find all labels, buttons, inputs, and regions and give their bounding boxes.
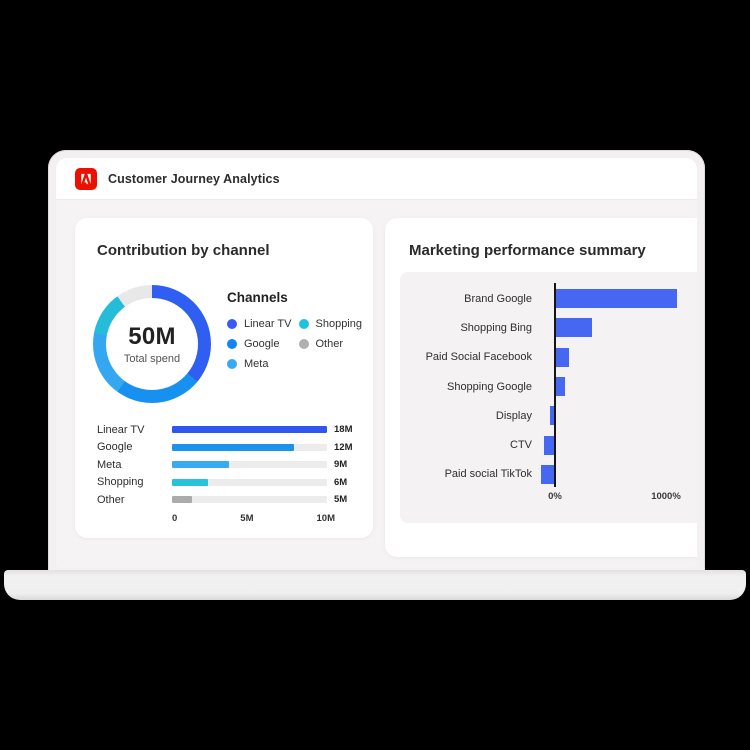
performance-row-label: Paid social TikTok xyxy=(444,468,532,481)
channel-bar-fill xyxy=(172,496,193,504)
axis-tick-max: 1000% xyxy=(651,491,681,502)
performance-card: Marketing performance summary Brand Goog… xyxy=(385,218,697,557)
performance-row-label: Display xyxy=(495,409,532,422)
performance-bar xyxy=(555,377,565,397)
performance-bar xyxy=(543,435,555,455)
channel-bar-label: Other xyxy=(97,493,125,506)
channel-bar-row: Meta 9M xyxy=(97,456,361,474)
legend-item: Linear TV xyxy=(227,314,295,334)
axis-tick-label: 10M xyxy=(316,512,335,524)
legend-label: Linear TV xyxy=(244,318,292,330)
performance-row: Paid social TikTok xyxy=(400,460,697,489)
performance-bar xyxy=(541,464,555,484)
zero-axis-line xyxy=(554,283,556,487)
contribution-card-title: Contribution by channel xyxy=(97,242,270,259)
legend-label: Meta xyxy=(244,358,269,370)
performance-row-label: Shopping Google xyxy=(446,380,532,393)
legend-label: Shopping xyxy=(315,318,363,330)
legend-item: Other xyxy=(298,334,363,354)
channel-bar-track xyxy=(172,443,327,451)
legend-dot-icon xyxy=(298,319,309,329)
channel-bar-row: Shopping 6M xyxy=(97,474,361,492)
channel-bar-fill xyxy=(172,426,327,434)
channel-bar-rows: Linear TV 18M Google 12M Meta 9M Shopping 6M Oth… xyxy=(97,421,361,509)
channel-bar-track xyxy=(172,461,327,469)
legend-item: Google xyxy=(227,334,295,354)
laptop-base xyxy=(4,570,746,600)
performance-row: Brand Google xyxy=(400,284,697,313)
performance-row-label: CTV xyxy=(510,439,532,452)
channel-bar-fill xyxy=(172,478,208,486)
performance-bar xyxy=(555,347,569,367)
channel-bar-track xyxy=(172,478,327,486)
legend-item: Meta xyxy=(227,354,295,374)
channel-bar-value: 9M xyxy=(334,459,348,471)
channel-bar-row: Google 12M xyxy=(97,439,361,457)
laptop-screen: Customer Journey Analytics Contribution … xyxy=(48,150,705,572)
performance-rows: Brand Google Shopping Bing Paid Social Fac… xyxy=(400,284,697,489)
channel-bar-row: Linear TV 18M xyxy=(97,421,361,439)
performance-bar xyxy=(555,289,678,309)
performance-bar-area xyxy=(532,318,697,338)
performance-row: CTV xyxy=(400,430,697,459)
performance-bar-area xyxy=(532,464,697,484)
channels-legend: Channels Linear TV Google Meta Shopping Oth… xyxy=(227,290,362,374)
channel-bar-track xyxy=(172,426,327,434)
performance-bar-area xyxy=(532,435,697,455)
performance-row-label: Shopping Bing xyxy=(460,321,532,334)
legend-dot-icon xyxy=(298,339,309,349)
performance-card-title: Marketing performance summary xyxy=(409,242,646,259)
channel-bars-axis: 0 5M 10M xyxy=(172,513,335,524)
channel-bar-value: 18M xyxy=(334,424,353,436)
channel-bar-value: 12M xyxy=(334,441,353,453)
channel-bar-label: Google xyxy=(97,441,133,454)
performance-row-label: Paid Social Facebook xyxy=(425,351,532,364)
legend-column: Shopping Other xyxy=(298,314,363,374)
donut-total-label: Total spend xyxy=(123,353,181,365)
legend-label: Google xyxy=(244,338,280,350)
performance-row: Display xyxy=(400,401,697,430)
performance-chart-panel: Brand Google Shopping Bing Paid Social Fac… xyxy=(400,272,697,523)
axis-tick-zero: 0% xyxy=(548,491,562,502)
legend-dot-icon xyxy=(227,319,237,329)
channel-bar-fill xyxy=(172,461,230,469)
channel-spend-bars: Linear TV 18M Google 12M Meta 9M Shopping 6M Oth… xyxy=(97,421,361,524)
legend-dot-icon xyxy=(227,359,237,369)
channel-bar-row: Other 5M xyxy=(97,491,361,509)
legend-dot-icon xyxy=(227,339,237,349)
channel-bar-label: Shopping xyxy=(97,476,144,489)
legend-title: Channels xyxy=(227,290,288,305)
channel-bar-label: Linear TV xyxy=(97,423,145,436)
app-title: Customer Journey Analytics xyxy=(108,171,280,186)
donut-chart: 50M Total spend xyxy=(93,285,211,403)
contribution-card: Contribution by channel 50M Total spend … xyxy=(75,218,373,538)
donut-total-value: 50M xyxy=(128,323,176,350)
performance-row: Paid Social Facebook xyxy=(400,343,697,372)
channel-bar-track xyxy=(172,496,327,504)
app-header: Customer Journey Analytics xyxy=(56,158,697,200)
axis-tick-label: 0 xyxy=(172,512,178,524)
channel-bar-label: Meta xyxy=(97,458,122,471)
channel-bar-value: 6M xyxy=(334,476,348,488)
channel-bar-value: 5M xyxy=(334,494,348,506)
channel-bar-fill xyxy=(172,443,295,451)
screen-content: Customer Journey Analytics Contribution … xyxy=(56,158,697,568)
performance-row-label: Brand Google xyxy=(464,292,532,305)
adobe-logo-icon xyxy=(75,167,97,190)
performance-bar-area xyxy=(532,289,697,309)
performance-row: Shopping Bing xyxy=(400,313,697,342)
performance-bar-area xyxy=(532,406,697,426)
axis-tick-label: 5M xyxy=(240,512,254,524)
performance-bar-area xyxy=(532,377,697,397)
donut-center: 50M Total spend xyxy=(93,285,211,403)
performance-bar xyxy=(555,318,592,338)
performance-row: Shopping Google xyxy=(400,372,697,401)
legend-item: Shopping xyxy=(298,314,363,334)
performance-bar-area xyxy=(532,347,697,367)
performance-bar xyxy=(550,406,555,426)
legend-label: Other xyxy=(315,338,344,350)
legend-column: Linear TV Google Meta xyxy=(227,314,295,374)
